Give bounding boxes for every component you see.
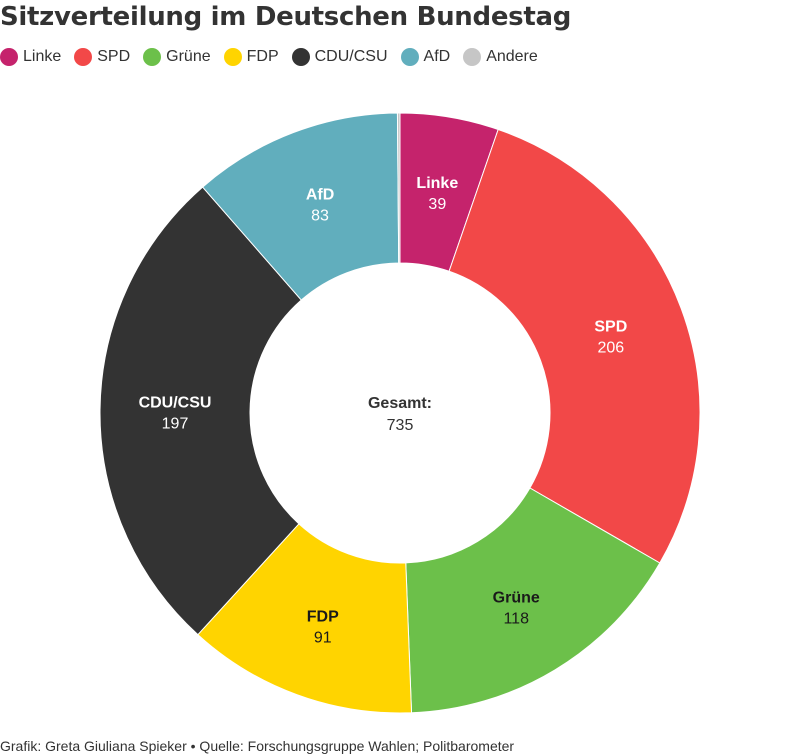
legend-label-fdp: FDP [246,48,279,65]
legend-item-linke: Linke [0,48,61,66]
slice-label-linke: Linke [416,175,458,192]
legend-item-afd: AfD [400,48,451,66]
chart-legend: Linke SPD Grüne FDP CDU/CSU AfD Andere [0,48,551,66]
slice-grüne [405,487,661,714]
legend-item-andere: Andere [463,48,538,66]
legend-label-afd: AfD [423,48,451,65]
chart-footer: Grafik: Greta Giuliana Spieker • Quelle:… [0,738,515,754]
slice-value-fdp: 91 [314,629,332,646]
legend-swatch-spd [74,48,93,66]
legend-swatch-afd [400,48,419,66]
slice-fdp [197,523,413,714]
legend-swatch-linke [0,48,18,66]
legend-label-linke: Linke [23,48,62,65]
legend-label-grüne: Grüne [166,48,211,65]
slice-value-cdu-csu: 197 [162,416,189,433]
legend-item-cdu-csu: CDU/CSU [291,48,388,66]
slice-value-grüne: 118 [503,611,529,628]
legend-label-spd: SPD [97,48,131,65]
legend-item-spd: SPD [74,48,130,66]
slice-label-fdp: FDP [307,608,339,625]
slice-spd [448,128,701,564]
center-value: 735 [387,417,414,434]
legend-swatch-fdp [223,48,242,66]
legend-item-fdp: FDP [223,48,279,66]
slice-andere [396,112,401,264]
legend-label-cdu-csu: CDU/CSU [314,48,388,65]
legend-swatch-grüne [143,48,162,66]
slice-value-spd: 206 [597,339,624,356]
slice-label-afd: AfD [306,187,334,204]
slice-label-grüne: Grüne [493,590,540,607]
donut-slices [99,112,701,714]
slice-value-linke: 39 [428,196,446,213]
slice-label-spd: SPD [594,318,627,335]
center-label: Gesamt: [368,395,432,412]
legend-item-grüne: Grüne [143,48,211,66]
slice-label-cdu-csu: CDU/CSU [139,395,212,412]
chart-title: Sitzverteilung im Deutschen Bundestag [0,2,572,32]
legend-swatch-andere [463,48,482,66]
slice-value-afd: 83 [311,208,329,225]
legend-label-andere: Andere [486,48,538,65]
slice-cdu-csu [99,186,303,636]
legend-swatch-cdu-csu [291,48,310,66]
